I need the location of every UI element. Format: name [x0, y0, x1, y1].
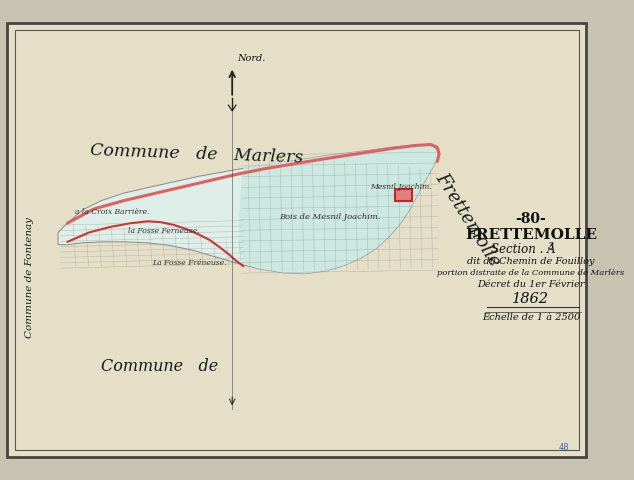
Text: Nord.: Nord.: [237, 54, 265, 63]
Text: portion distraite de la Commune de Marlèrs: portion distraite de la Commune de Marlè…: [437, 269, 624, 277]
Text: -80-: -80-: [515, 213, 547, 227]
Bar: [395, 189, 412, 201]
Polygon shape: [58, 144, 438, 274]
Text: Mesnil Joachim.: Mesnil Joachim.: [370, 182, 432, 191]
Text: la Fosse Ferneuse.: la Fosse Ferneuse.: [128, 227, 200, 235]
Text: FRETTEMOLLE: FRETTEMOLLE: [465, 228, 597, 242]
Text: Commune de Fontenay: Commune de Fontenay: [25, 217, 34, 338]
Text: La Fosse Fréneuse.: La Fosse Fréneuse.: [152, 259, 226, 267]
Text: Section . A: Section . A: [491, 243, 556, 256]
Text: a la Croix Barrière.: a la Croix Barrière.: [75, 208, 150, 216]
Text: Décret du 1er Février: Décret du 1er Février: [477, 279, 585, 288]
Text: 3: 3: [548, 242, 555, 251]
Text: 1862: 1862: [512, 292, 550, 306]
Text: Commune   de   Marlers: Commune de Marlers: [90, 142, 304, 166]
Text: Commune   de: Commune de: [101, 358, 218, 375]
Text: Echelle de 1 à 2500: Echelle de 1 à 2500: [482, 313, 580, 322]
Text: Bois de Mesnil Joachim.: Bois de Mesnil Joachim.: [279, 213, 380, 221]
Polygon shape: [239, 144, 438, 274]
Text: dit du Chemin de Fouilloy: dit du Chemin de Fouilloy: [467, 257, 595, 266]
Text: 48: 48: [559, 444, 569, 452]
Text: Frettemolle: Frettemolle: [432, 169, 504, 270]
